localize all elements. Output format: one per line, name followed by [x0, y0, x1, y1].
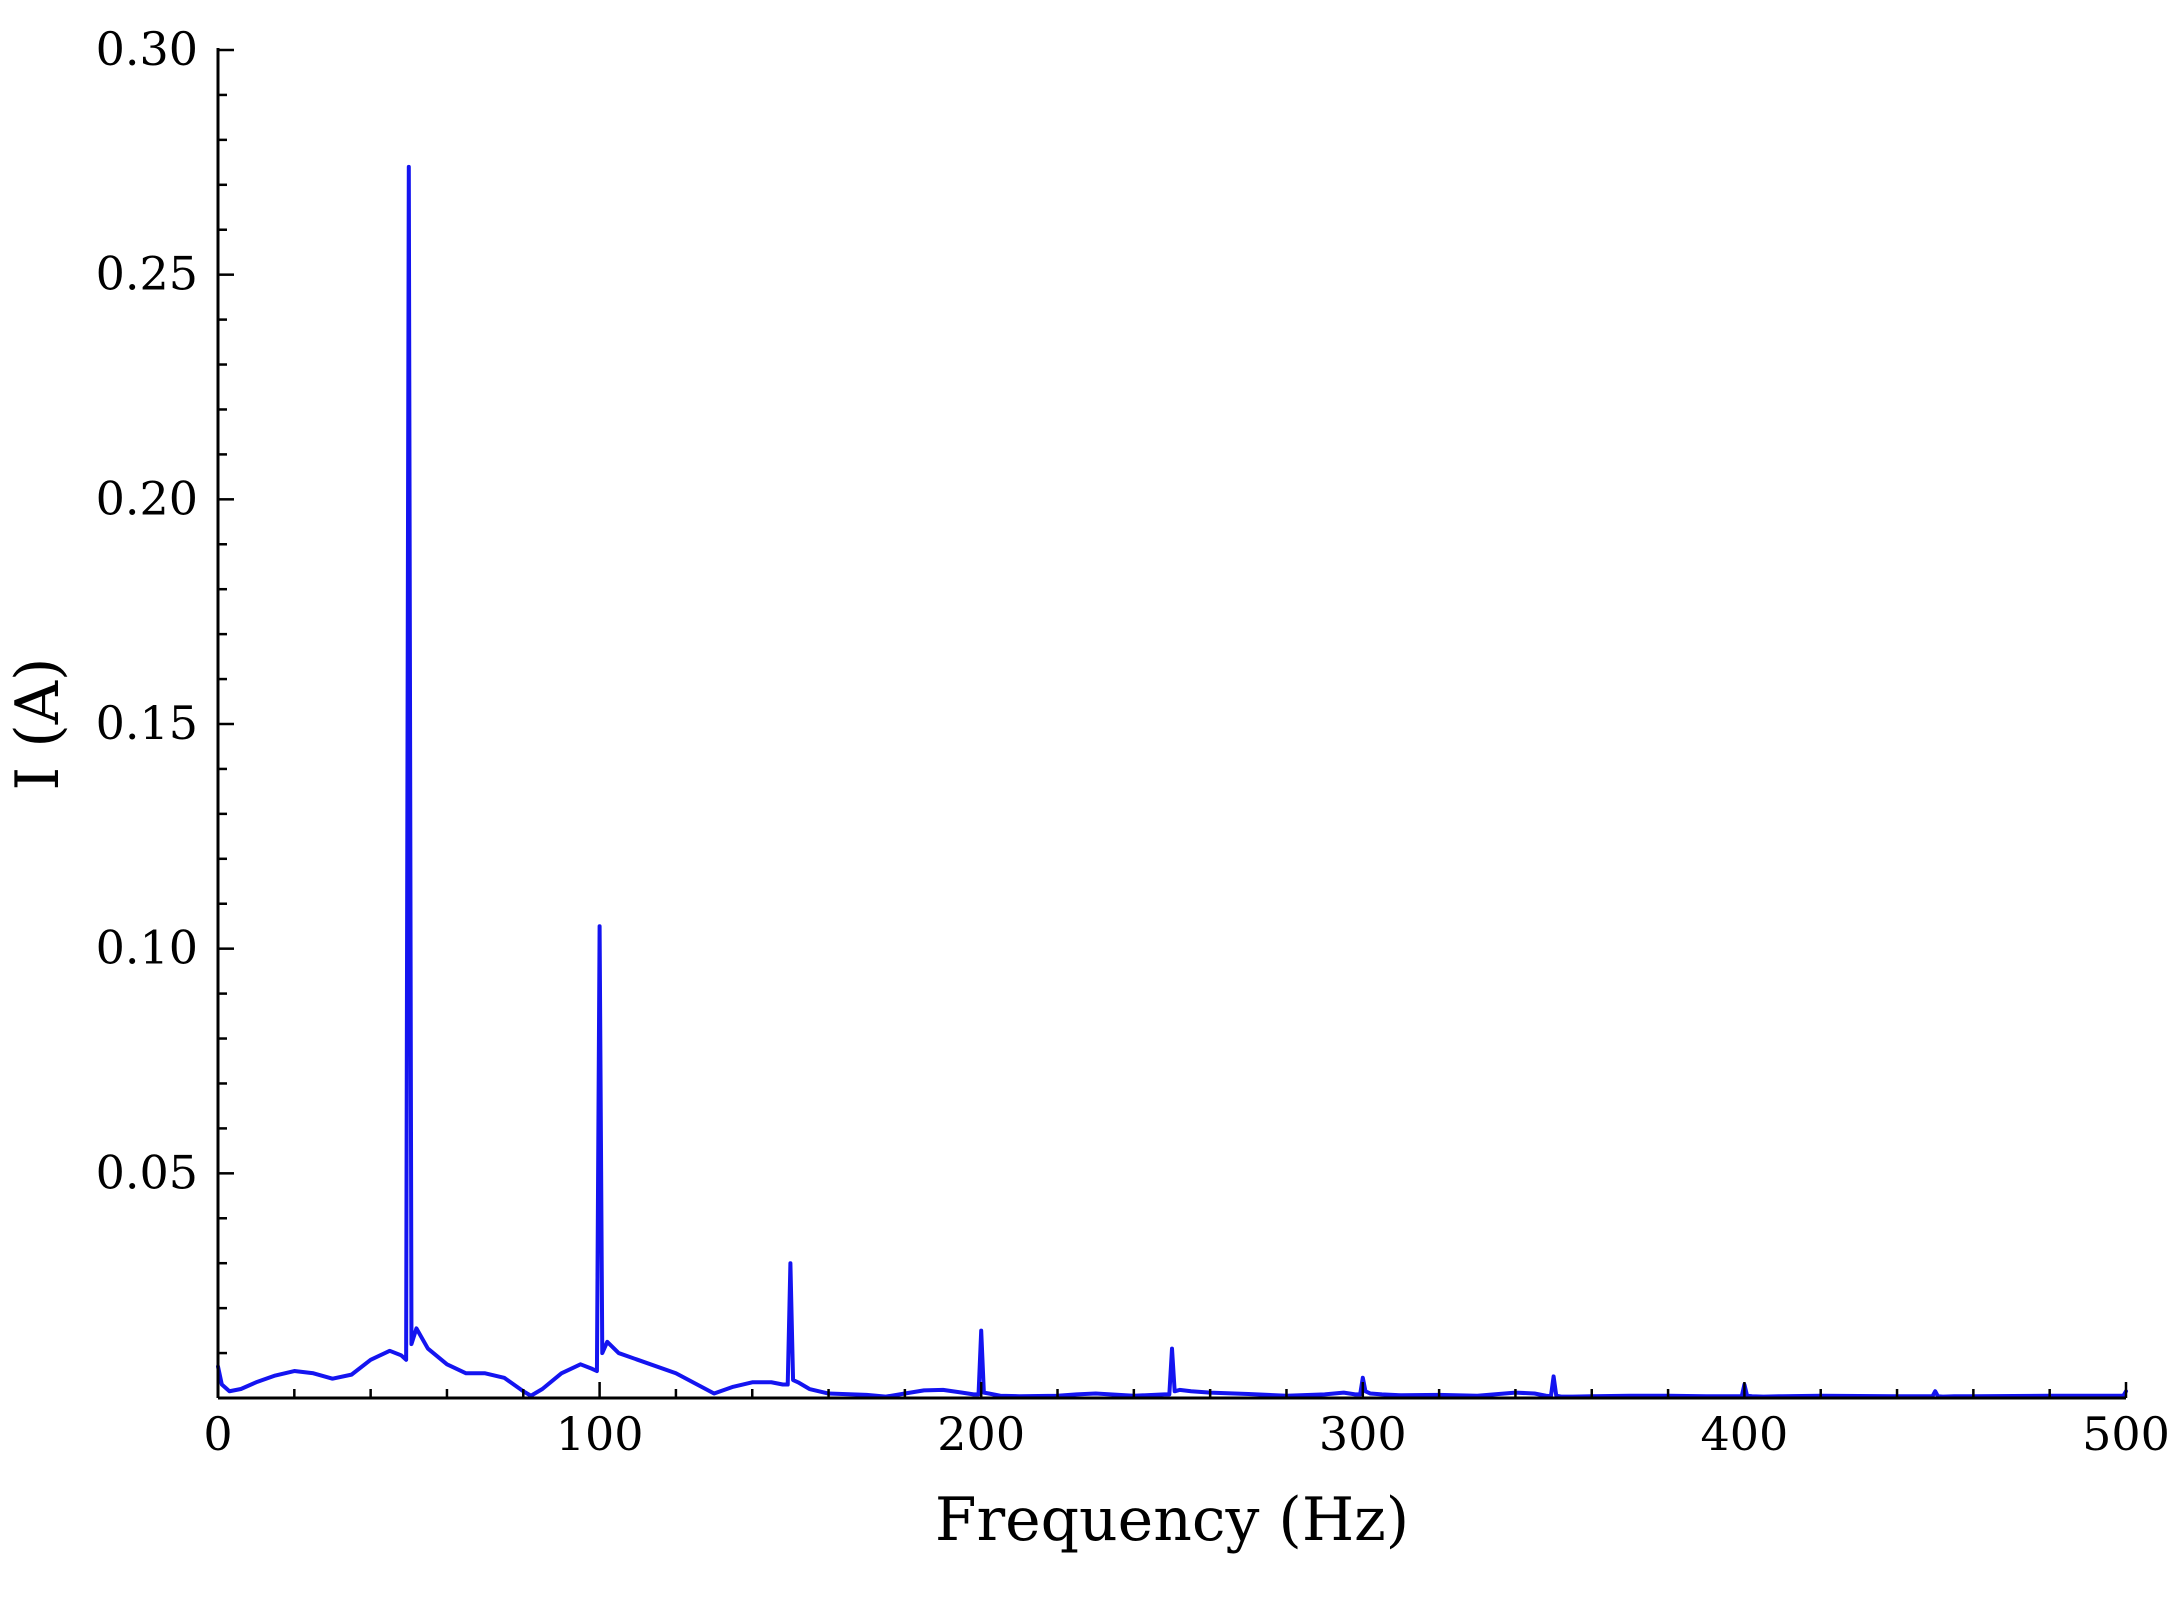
y-ticks: 0.05 0.10 0.15 0.20 0.25 0.30 [96, 22, 234, 1355]
y-tick-label: 0.05 [96, 1145, 198, 1199]
x-tick-label: 0 [203, 1407, 232, 1461]
x-axis-title: Frequency (Hz) [935, 1485, 1409, 1555]
x-tick-label: 100 [556, 1407, 644, 1461]
x-tick-label: 200 [937, 1407, 1025, 1461]
y-tick-label: 0.25 [96, 247, 198, 301]
y-tick-label: 0.20 [96, 471, 198, 525]
y-tick-label: 0.15 [96, 696, 198, 750]
x-tick-label: 400 [1700, 1407, 1788, 1461]
y-axis-title: I (A) [3, 658, 73, 791]
x-ticks: 0 100 200 300 400 500 [203, 1382, 2170, 1461]
series-layer [216, 164, 2128, 1399]
series-line-0 [216, 164, 2128, 1399]
x-tick-label: 500 [2082, 1407, 2170, 1461]
axes [216, 48, 2126, 1400]
x-tick-label: 300 [1319, 1407, 1407, 1461]
y-tick-label: 0.30 [96, 22, 198, 76]
y-tick-label: 0.10 [96, 921, 198, 975]
